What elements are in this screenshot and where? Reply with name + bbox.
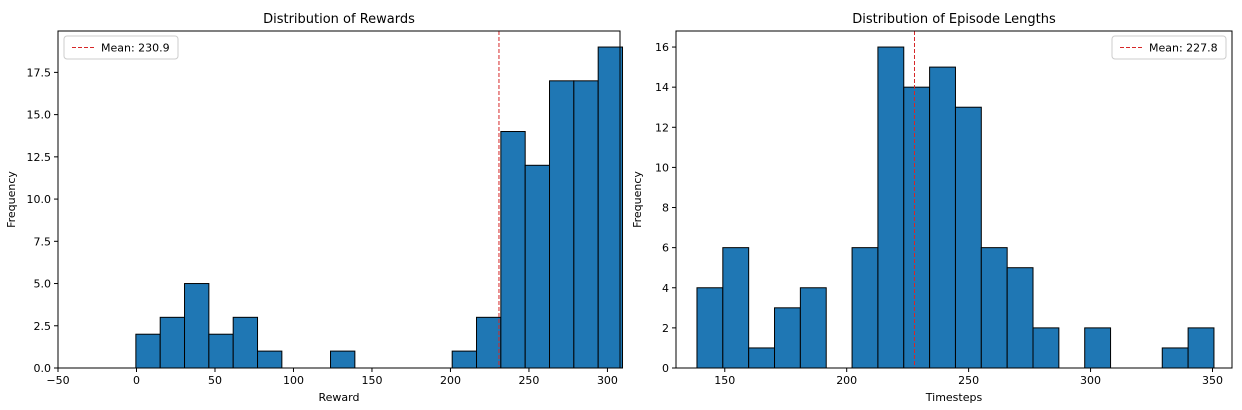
histogram-bar (330, 350, 356, 369)
histogram-bar (748, 347, 776, 369)
histogram-bar (257, 350, 283, 369)
y-tick-label: 10 (655, 161, 669, 174)
chart-title: Distribution of Rewards (263, 12, 415, 27)
y-tick-label: 6 (662, 242, 669, 255)
histogram-bar (1187, 327, 1215, 369)
y-tick-label: 12 (655, 121, 669, 134)
y-tick-label: 10.0 (27, 193, 52, 206)
legend: Mean: 230.9 (63, 35, 179, 60)
histogram-bar (451, 350, 478, 369)
y-tick-label: 0.0 (34, 362, 52, 375)
histogram-bar (573, 80, 599, 369)
x-axis-label: Reward (319, 391, 360, 404)
y-axis-label: Frequency (5, 171, 18, 228)
y-tick-label: 5.0 (34, 278, 52, 291)
x-tick-label: 50 (208, 374, 222, 387)
histogram-bar (476, 316, 502, 369)
x-axis-label: Timesteps (925, 391, 983, 404)
x-tick-label: 150 (361, 374, 382, 387)
y-tick-label: 4 (662, 282, 669, 295)
histogram-bar (980, 247, 1008, 369)
y-tick-label: 2 (662, 322, 669, 335)
x-tick-label: 150 (714, 374, 735, 387)
x-tick-label: −50 (46, 374, 69, 387)
y-tick-label: 15.0 (27, 109, 52, 122)
y-tick-label: 8 (662, 202, 669, 215)
plot-frame (675, 30, 1233, 369)
histogram-bar (1032, 327, 1060, 369)
histogram-bar (184, 283, 210, 369)
y-tick-label: 2.5 (34, 320, 52, 333)
histogram-bar (1084, 327, 1112, 369)
histogram-bar (159, 316, 186, 369)
histogram-bar (954, 106, 982, 369)
legend: Mean: 227.8 (1111, 35, 1227, 60)
chart-2: 150 200 250 300 350 0 2 4 6 8 10 12 14 16 Distribution… (631, 12, 1233, 404)
histogram-bar (877, 46, 905, 369)
y-tick-label: 0 (662, 362, 669, 375)
legend-label: Mean: 230.9 (101, 42, 170, 55)
histogram-bar (549, 80, 575, 369)
histogram-bar (774, 307, 801, 369)
histogram-bar (799, 287, 827, 369)
histogram-bar (597, 46, 624, 369)
x-tick-label: 100 (283, 374, 304, 387)
x-tick-label: 250 (518, 374, 539, 387)
x-tick-label: 300 (1080, 374, 1101, 387)
histogram-bar (1161, 347, 1189, 369)
x-tick-label: 200 (440, 374, 461, 387)
y-tick-label: 7.5 (34, 235, 52, 248)
x-tick-label: 200 (836, 374, 857, 387)
x-tick-label: 250 (958, 374, 979, 387)
y-tick-label: 14 (655, 81, 669, 94)
y-tick-label: 16 (655, 41, 669, 54)
histogram-bar (696, 287, 724, 369)
histogram-bar (208, 333, 234, 369)
histogram-bar (500, 131, 526, 369)
x-tick-label: 0 (133, 374, 140, 387)
histogram-bar (851, 247, 879, 369)
x-tick-label: 300 (597, 374, 618, 387)
histogram-bar (903, 86, 931, 369)
histogram-bar (232, 316, 259, 369)
chart-1: −50 0 50 100 150 200 250 300 0.0 2.5 5.0 7.5 10.0 12.… (5, 12, 624, 404)
legend-box (1111, 35, 1227, 60)
legend-box (63, 35, 179, 60)
histogram-bar (1006, 267, 1034, 369)
chart-title: Distribution of Episode Lengths (852, 12, 1056, 27)
histogram-bar (524, 164, 551, 369)
x-tick-label: 350 (1202, 374, 1223, 387)
y-axis-label: Frequency (631, 171, 644, 228)
legend-label: Mean: 227.8 (1149, 42, 1218, 55)
y-tick-label: 17.5 (27, 66, 52, 79)
histogram-bar (929, 66, 956, 369)
y-tick-label: 12.5 (27, 151, 52, 164)
histogram-bar (722, 247, 750, 369)
histogram-bar (135, 333, 161, 369)
